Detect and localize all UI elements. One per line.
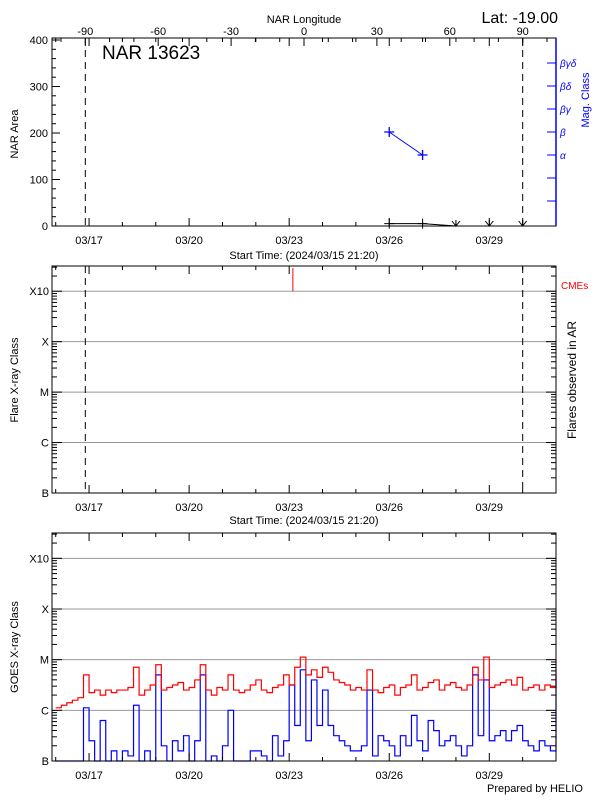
x-tick-label: 03/29 bbox=[476, 502, 504, 514]
mag-tick-label: βγδ bbox=[559, 59, 577, 70]
region-title: NAR 13623 bbox=[102, 43, 200, 64]
x-tick-label: 03/20 bbox=[175, 770, 203, 782]
cme-legend-label: CMEs bbox=[561, 281, 588, 292]
y-tick-label: 400 bbox=[30, 35, 48, 47]
panel2-xlabel: Start Time: (2024/03/15 21:20) bbox=[229, 515, 378, 527]
mag-class-point bbox=[417, 150, 428, 160]
mag-tick-label: β bbox=[559, 128, 566, 139]
y-tick-label: 100 bbox=[30, 175, 48, 187]
y-tick-label: 300 bbox=[30, 82, 48, 94]
top-xlabel: NAR Longitude bbox=[267, 14, 342, 26]
panel1-xlabel: Start Time: (2024/03/15 21:20) bbox=[229, 250, 378, 262]
x-tick-label: 03/23 bbox=[275, 502, 303, 514]
y-tick-label: M bbox=[40, 655, 49, 667]
x-tick-label: 03/26 bbox=[375, 502, 403, 514]
y-tick-label: C bbox=[41, 705, 49, 717]
panel1-frame bbox=[51, 37, 557, 227]
nar-area-point bbox=[417, 218, 428, 229]
goes-long-channel-line bbox=[55, 656, 557, 709]
top-x-tick-label: 90 bbox=[517, 26, 529, 38]
x-tick-label: 03/26 bbox=[375, 235, 403, 247]
panel2-y2label: Flares observed in AR bbox=[565, 321, 579, 439]
mag-tick-label: α bbox=[560, 151, 566, 162]
mag-tick-label: βγ bbox=[559, 105, 572, 116]
x-tick-label: 03/26 bbox=[375, 770, 403, 782]
panel2-frame bbox=[51, 265, 557, 494]
mag-tick-label: βδ bbox=[559, 82, 572, 93]
x-tick-label: 03/29 bbox=[476, 770, 504, 782]
y-tick-label: X bbox=[42, 604, 50, 616]
nar-area-point bbox=[384, 218, 395, 229]
x-tick-label: 03/17 bbox=[75, 502, 103, 514]
y-tick-label: M bbox=[40, 387, 49, 399]
top-x-tick-label: -30 bbox=[223, 26, 239, 38]
mag-class-line bbox=[388, 131, 423, 156]
x-tick-label: 03/29 bbox=[476, 235, 504, 247]
x-tick-label: 03/17 bbox=[75, 235, 103, 247]
panel1-ylabel: NAR Area bbox=[9, 109, 21, 159]
x-tick-label: 03/20 bbox=[175, 235, 203, 247]
panel2-ylabel: Flare X-ray Class bbox=[9, 337, 21, 422]
top-x-tick-label: -90 bbox=[77, 26, 93, 38]
x-tick-label: 03/23 bbox=[275, 235, 303, 247]
y-tick-label: B bbox=[42, 756, 49, 768]
y-tick-label: X10 bbox=[29, 286, 49, 298]
x-tick-label: 03/23 bbox=[275, 770, 303, 782]
panel3-ylabel: GOES X-ray Class bbox=[9, 601, 21, 693]
y-tick-label: C bbox=[41, 438, 49, 450]
x-tick-label: 03/17 bbox=[75, 770, 103, 782]
nar-area-upper-limit-point bbox=[484, 220, 494, 227]
top-x-tick-label: -60 bbox=[150, 26, 166, 38]
y-tick-label: B bbox=[42, 488, 49, 500]
y-tick-label: 0 bbox=[42, 221, 48, 233]
y-tick-label: X bbox=[42, 337, 50, 349]
panel3-frame bbox=[51, 532, 557, 762]
top-x-tick-label: 30 bbox=[371, 26, 383, 38]
y-tick-label: 200 bbox=[30, 128, 48, 140]
top-x-tick-label: 0 bbox=[301, 26, 307, 38]
x-tick-label: 03/20 bbox=[175, 502, 203, 514]
footer-credit: Prepared by HELIO bbox=[487, 783, 583, 795]
mag-class-point bbox=[384, 127, 395, 137]
y-tick-label: X10 bbox=[29, 553, 49, 565]
nar-area-upper-limit-point bbox=[518, 220, 528, 227]
goes-short-channel-line bbox=[55, 669, 557, 762]
panel1-y2label: Mag. Class bbox=[580, 72, 592, 128]
latitude-label: Lat: -19.00 bbox=[482, 10, 559, 27]
top-x-tick-label: 60 bbox=[444, 26, 456, 38]
nar-area-upper-limit-point bbox=[451, 220, 461, 227]
